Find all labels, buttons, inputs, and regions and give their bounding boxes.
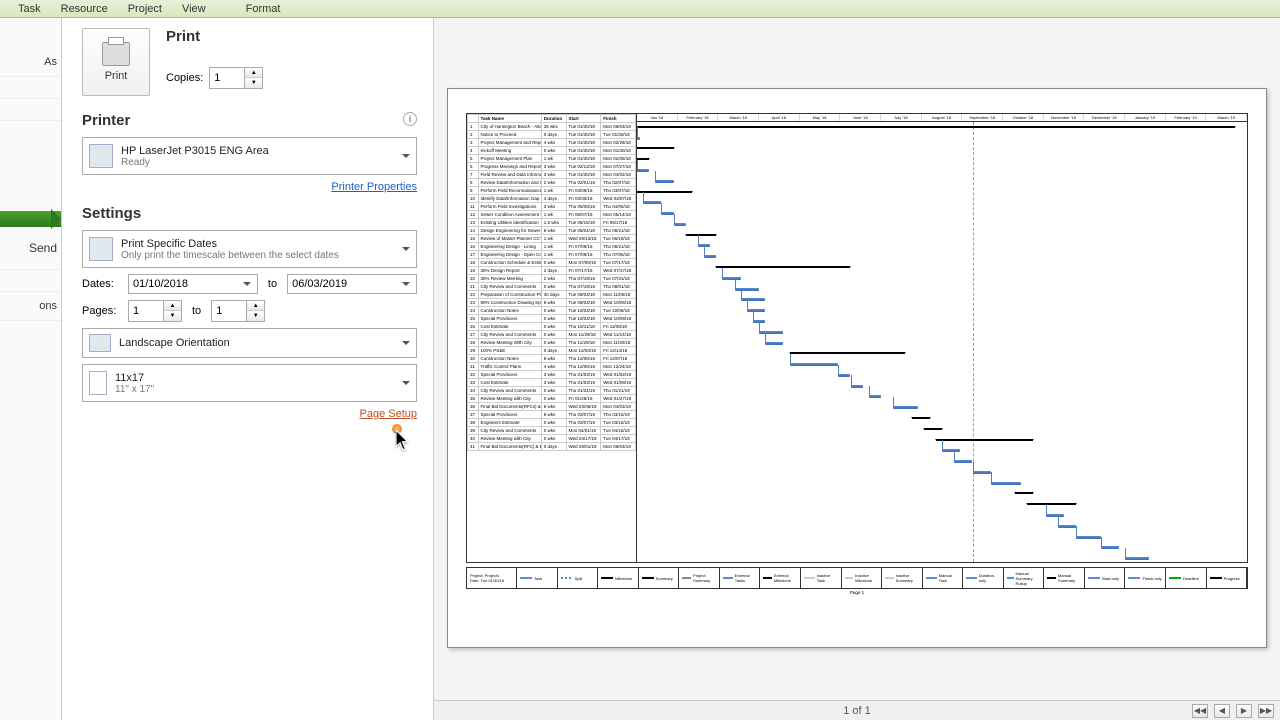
printer-icon [102, 42, 130, 66]
copies-value[interactable] [210, 68, 244, 88]
preview-footer: 1 of 1 ◀◀ ◀ ▶ ▶▶ [434, 700, 1280, 720]
paper-size-select[interactable]: 11x17 11" x 17" [82, 364, 417, 402]
page-to-down[interactable]: ▼ [247, 311, 264, 321]
to-label-2: to [192, 305, 201, 317]
orientation-select[interactable]: Landscape Orientation [82, 328, 417, 358]
nav-spacer [0, 121, 61, 211]
print-preview-area: Task NameDurationStartFinish1City of Hun… [434, 18, 1280, 700]
printer-properties-link[interactable]: Printer Properties [331, 181, 417, 193]
preview-page-num: Page 1 [466, 590, 1248, 595]
nav-item-1[interactable] [0, 77, 61, 99]
click-indicator [392, 424, 402, 434]
printer-name: HP LaserJet P3015 ENG Area [121, 145, 402, 157]
calendar-icon [89, 237, 113, 261]
page-to-input[interactable]: ▲▼ [211, 300, 265, 322]
chevron-down-icon [402, 154, 410, 162]
print-button-label: Print [105, 70, 128, 82]
chevron-down-icon [402, 381, 410, 389]
page-from-down[interactable]: ▼ [164, 311, 181, 321]
page-from-value[interactable] [129, 301, 163, 321]
nav-send[interactable]: Send [0, 227, 61, 270]
copies-up[interactable]: ▲ [245, 68, 262, 78]
paper-sub: 11" x 17" [115, 384, 402, 395]
dates-label: Dates: [82, 278, 122, 290]
print-title: Print [166, 28, 263, 45]
printer-select[interactable]: HP LaserJet P3015 ENG Area Ready [82, 137, 417, 175]
page-setup-row: Page Setup [82, 408, 417, 420]
printer-section-title: Printer i [82, 112, 417, 129]
tab-resource[interactable]: Resource [51, 3, 118, 15]
nav-first[interactable]: ◀◀ [1192, 704, 1208, 718]
page-setup-link[interactable]: Page Setup [360, 408, 418, 420]
nav-options[interactable]: ons [0, 292, 61, 321]
gantt-legend: Project: Project1 Date: Tue 01/30/18Task… [466, 567, 1248, 589]
nav-print[interactable] [0, 211, 61, 227]
paper-title: 11x17 [115, 372, 402, 384]
today-line [973, 122, 974, 562]
copies-label: Copies: [166, 72, 203, 84]
nav-item-4[interactable] [0, 270, 61, 292]
page-status: 1 of 1 [843, 705, 871, 717]
print-range-select[interactable]: Print Specific Dates Only print the time… [82, 230, 417, 268]
tab-task[interactable]: Task [8, 3, 51, 15]
range-title: Print Specific Dates [121, 238, 402, 250]
chevron-down-icon [402, 282, 410, 290]
page-to-up[interactable]: ▲ [247, 301, 264, 311]
date-to-value[interactable] [288, 278, 396, 290]
date-from-input[interactable] [128, 274, 258, 294]
date-from-value[interactable] [129, 278, 237, 290]
printer-properties-row: Printer Properties [82, 181, 417, 193]
backstage-nav: As Send ons [0, 18, 62, 720]
print-button[interactable]: Print [82, 28, 150, 96]
tab-format[interactable]: Format [236, 3, 291, 15]
task-table: Task NameDurationStartFinish1City of Hun… [467, 114, 637, 562]
tab-view[interactable]: View [172, 3, 216, 15]
copies-down[interactable]: ▼ [245, 78, 262, 88]
print-panel: Print Print Copies: ▲▼ Printer i HP Lase… [62, 18, 434, 720]
chevron-down-icon [402, 247, 410, 255]
paper-icon [89, 371, 107, 395]
printer-info-icon[interactable]: i [403, 112, 417, 126]
settings-section-title: Settings [82, 205, 417, 222]
tab-project[interactable]: Project [118, 3, 172, 15]
page-from-up[interactable]: ▲ [164, 301, 181, 311]
nav-item-2[interactable] [0, 99, 61, 121]
date-to-input[interactable] [287, 274, 417, 294]
preview-sheet: Task NameDurationStartFinish1City of Hun… [447, 88, 1267, 648]
range-sub: Only print the timescale between the sel… [121, 250, 402, 261]
pages-label: Pages: [82, 305, 122, 317]
orientation-label: Landscape Orientation [119, 337, 402, 349]
nav-save-as[interactable]: As [0, 48, 61, 77]
chevron-down-icon [402, 341, 410, 349]
nav-prev[interactable]: ◀ [1214, 704, 1230, 718]
nav-last[interactable]: ▶▶ [1258, 704, 1274, 718]
to-label: to [268, 278, 277, 290]
chevron-down-icon [243, 282, 251, 290]
page-from-input[interactable]: ▲▼ [128, 300, 182, 322]
printer-device-icon [89, 144, 113, 168]
nav-next[interactable]: ▶ [1236, 704, 1252, 718]
landscape-icon [89, 334, 111, 352]
ribbon-tabs: Task Resource Project View Format [0, 0, 1280, 18]
gantt-chart: Jan '18February '18March '18April '18May… [637, 114, 1247, 562]
page-to-value[interactable] [212, 301, 246, 321]
printer-status: Ready [121, 157, 402, 168]
copies-input[interactable]: ▲▼ [209, 67, 263, 89]
